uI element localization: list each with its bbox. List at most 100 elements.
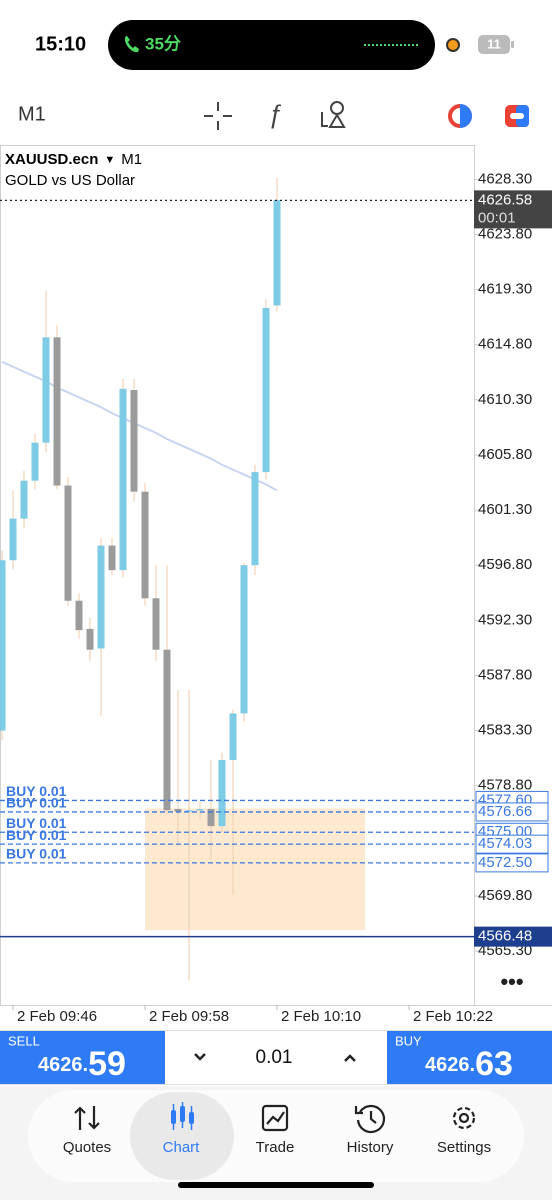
candle-body [20, 480, 28, 519]
candle-body [251, 472, 259, 566]
more-menu[interactable]: ••• [500, 969, 523, 994]
y-tick-label: 4578.80 [478, 777, 532, 794]
chart-symbol[interactable]: XAUUSD.ecn ▼ M1 [5, 151, 142, 168]
chart-icon [171, 1102, 194, 1130]
order-price-label: 4574.03 [478, 835, 532, 852]
y-tick-label: 4619.30 [478, 281, 532, 298]
x-tick-label: 2 Feb 09:58 [149, 1008, 229, 1025]
one-click-button[interactable] [448, 104, 472, 128]
last-price-box [474, 190, 552, 229]
candle-body [152, 598, 160, 650]
nav-active [130, 1092, 234, 1180]
candle-body [185, 810, 193, 812]
bid-price-box [474, 926, 552, 947]
nav-item[interactable]: Quotes [63, 1139, 111, 1156]
order-label: BUY 0.01 [6, 846, 67, 862]
candle-body [9, 518, 17, 561]
candle-body [64, 485, 72, 601]
battery-tip [511, 41, 514, 48]
volume-up[interactable] [344, 1054, 356, 1062]
y-tick-label: 4587.80 [478, 666, 532, 683]
buy-button[interactable] [387, 1030, 552, 1085]
recording-dot [446, 38, 460, 52]
bid-price-label: 4566.48 [478, 928, 532, 945]
x-tick-label: 2 Feb 10:22 [413, 1008, 493, 1025]
dynamic-island [108, 20, 435, 70]
trade-icon [261, 1104, 289, 1132]
volume[interactable]: 0.01 [256, 1047, 293, 1068]
sell-button[interactable] [0, 1030, 165, 1085]
objects-button[interactable] [321, 101, 346, 128]
y-tick-label: 4614.80 [478, 336, 532, 353]
history-icon [354, 1104, 386, 1134]
candle-body [86, 628, 94, 650]
order-price-box [475, 802, 549, 822]
order-label: BUY 0.01 [6, 827, 67, 843]
order-label: BUY 0.01 [6, 795, 67, 811]
nav-item[interactable]: Chart [163, 1139, 201, 1156]
buy-price-pips: 63 [475, 1045, 513, 1083]
plot-area [0, 178, 365, 981]
symbol-description: GOLD vs US Dollar [5, 172, 135, 189]
candle-body [75, 600, 83, 631]
buy-label: BUY [395, 1033, 422, 1048]
candle-body [108, 545, 116, 571]
status-time: 15:10 [35, 33, 86, 55]
order-price-label: 4576.66 [478, 803, 532, 820]
nav-item[interactable]: Trade [256, 1139, 295, 1156]
sell-price-main: 4626. [38, 1054, 88, 1076]
y-tick-label: 4628.30 [478, 170, 532, 187]
crosshair-button[interactable] [204, 102, 232, 130]
candle-body [97, 545, 105, 649]
indicators-button[interactable]: ƒ [268, 99, 282, 129]
y-tick-label: 4623.80 [478, 225, 532, 242]
candle-body [163, 649, 171, 811]
order-price-box [475, 853, 549, 873]
sell-label: SELL [8, 1033, 40, 1048]
trade-button[interactable] [505, 105, 529, 127]
candle-body [141, 491, 149, 599]
order-label: BUY 0.01 [6, 815, 67, 831]
candle-body [42, 337, 50, 443]
y-tick-label: 4605.80 [478, 446, 532, 463]
battery-level: 11 [487, 36, 501, 51]
candle-body [31, 442, 39, 481]
volume-down[interactable] [194, 1053, 206, 1061]
candle-body [262, 307, 270, 473]
candle-body [196, 808, 204, 811]
sell-price-pips: 59 [88, 1045, 126, 1083]
nav-item[interactable]: Settings [437, 1139, 491, 1156]
y-tick-label: 4583.30 [478, 722, 532, 739]
buy-price-main: 4626. [425, 1054, 475, 1076]
last-price-label: 4626.58 [478, 191, 532, 208]
home-indicator [178, 1182, 374, 1188]
x-tick-label: 2 Feb 09:46 [17, 1008, 97, 1025]
sell-price: 4626.59 [38, 1045, 126, 1083]
candle-body [229, 713, 237, 760]
call-duration: 35分 [145, 34, 181, 53]
bar-timer: 00:01 [478, 209, 516, 226]
order-label: BUY 0.01 [6, 783, 67, 799]
symbol-name: XAUUSD.ecn [5, 151, 98, 168]
nav-item[interactable]: History [347, 1139, 394, 1156]
candle-body [273, 200, 281, 306]
nav-pill [28, 1090, 524, 1182]
candle-body [130, 390, 138, 492]
y-tick-label: 4596.80 [478, 556, 532, 573]
timeframe-button[interactable]: M1 [18, 103, 46, 125]
chart-timeframe: M1 [121, 151, 142, 168]
candle-body [207, 808, 215, 827]
x-tick-label: 2 Feb 10:10 [281, 1008, 361, 1025]
y-tick-label: 4601.30 [478, 501, 532, 518]
y-tick-label: 4592.30 [478, 611, 532, 628]
order-price-label: 4572.50 [478, 854, 532, 871]
buy-price: 4626.63 [425, 1045, 513, 1083]
order-price-box [475, 834, 549, 854]
symbol-dropdown: ▼ [104, 154, 115, 166]
zone-rectangle [145, 808, 365, 931]
settings-icon [452, 1106, 476, 1130]
candle-body [240, 565, 248, 714]
candle-body [218, 759, 226, 827]
